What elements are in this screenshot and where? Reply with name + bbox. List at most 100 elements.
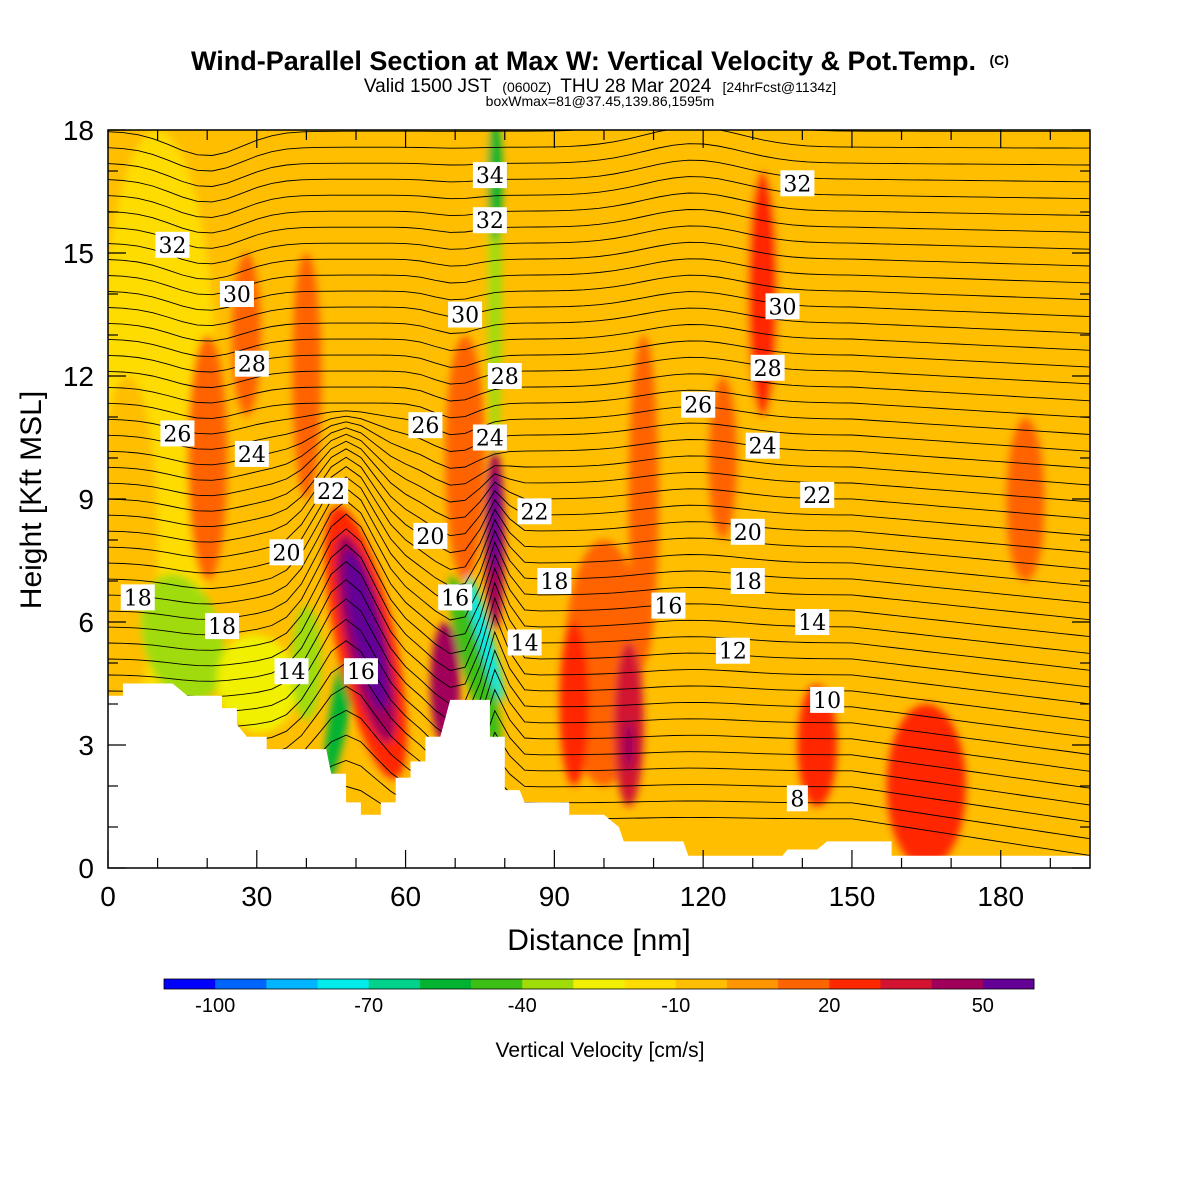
contour-label-box	[681, 391, 716, 418]
theta-contour-line	[108, 389, 1090, 419]
chart-title: Wind-Parallel Section at Max W: Vertical…	[191, 46, 1009, 76]
contour-label-box	[745, 432, 780, 459]
colorbar-swatch	[419, 979, 472, 989]
velocity-region	[291, 253, 322, 499]
theta-contour-line	[108, 456, 1090, 554]
velocity-region	[797, 683, 838, 807]
contour-label: 32	[780, 170, 815, 197]
theta-contour-line	[108, 291, 1090, 327]
colorbar-swatch	[266, 979, 319, 989]
contour-label: 16	[438, 584, 473, 611]
contour-label-text: 16	[347, 660, 375, 685]
y-tick-label: 18	[63, 115, 94, 146]
contour-label: 14	[507, 629, 542, 657]
contour-label: 14	[795, 609, 830, 636]
x-tick-labels: 0 30 60 90 120 150 180	[100, 881, 1024, 912]
velocity-region	[628, 335, 659, 663]
theta-contour-line	[108, 225, 1090, 265]
axis-ticks	[107, 129, 1090, 869]
theta-contour-line	[108, 176, 1090, 218]
contour-label-box	[155, 231, 190, 258]
theta-contour-line	[108, 421, 1090, 469]
contour-label: 12	[715, 637, 750, 665]
velocity-region	[231, 253, 262, 417]
theta-contour-line	[108, 513, 1090, 638]
contour-label-box	[438, 584, 473, 611]
contour-label-text: 28	[238, 353, 266, 378]
theta-contour-line	[108, 598, 1090, 722]
contour-label-text: 24	[238, 443, 266, 468]
y-tick-label: 6	[78, 607, 94, 638]
contour-label: 18	[205, 613, 240, 640]
contour-label: 16	[651, 592, 686, 620]
contour-label-text: 28	[754, 357, 782, 382]
colorbar-swatch	[778, 979, 830, 989]
theta-contour-line	[108, 192, 1090, 234]
colorbar-swatch	[471, 979, 523, 989]
contour-label-text: 32	[476, 209, 504, 234]
y-tick-label: 0	[78, 853, 94, 884]
contour-label: 22	[517, 498, 552, 525]
velocity-region	[559, 622, 590, 786]
theta-contour-line	[108, 356, 1090, 388]
contour-label: 26	[408, 412, 443, 439]
contour-label: 28	[750, 354, 785, 382]
colorbar-swatch	[215, 979, 267, 989]
colorbar-tick-label: -40	[508, 995, 537, 1017]
theta-contour-line	[108, 130, 1090, 156]
velocity-region	[187, 335, 228, 581]
theta-contour-line	[108, 415, 1090, 452]
x-tick-label: 30	[241, 881, 272, 912]
contour-label: 22	[800, 481, 835, 509]
contour-label-box	[715, 637, 750, 664]
contour-label: 16	[343, 658, 378, 685]
theta-contour-line	[108, 448, 1090, 537]
contour-label-text: 32	[158, 234, 186, 259]
contour-label: 30	[448, 301, 483, 329]
contour-label: 20	[269, 539, 304, 566]
theta-contour-line	[108, 433, 1090, 503]
contour-label: 30	[219, 281, 254, 308]
colorbar-tick-label: -70	[354, 995, 383, 1017]
subtitle-date: THU 28 Mar 2024	[560, 76, 711, 97]
x-tick-label: 90	[539, 881, 570, 912]
x-tick-label: 180	[977, 881, 1024, 912]
chart-subtitle-box-wmax: boxWmax=81@37.45,139.86,1595m	[486, 93, 715, 109]
contour-label-text: 14	[798, 611, 826, 636]
contour-label: 28	[487, 363, 522, 390]
contour-label-box	[269, 539, 304, 566]
contour-label-text: 26	[411, 414, 439, 439]
theta-contour-line	[108, 440, 1090, 520]
theta-contour-line	[108, 487, 1090, 604]
contour-label-text: 20	[734, 521, 762, 546]
theta-contour-line	[108, 662, 1090, 773]
theta-contour-line	[108, 500, 1090, 621]
colorbar-swatch	[829, 979, 881, 989]
velocity-region	[1005, 417, 1046, 581]
theta-contour-line	[108, 130, 1090, 172]
terrain-mask	[108, 683, 1090, 868]
colorbar-swatch	[931, 979, 984, 989]
colorbar-swatch	[880, 979, 933, 989]
contour-label: 18	[537, 568, 572, 595]
contour-label-text: 30	[769, 295, 797, 320]
contour-label-box	[765, 293, 800, 320]
contour-label-text: 30	[451, 304, 479, 329]
contour-label-box	[517, 498, 552, 525]
x-tick-label: 120	[680, 881, 727, 912]
contour-label: 24	[234, 440, 269, 468]
velocity-region	[966, 130, 1086, 540]
contour-label-box	[343, 658, 378, 685]
y-tick-label: 12	[63, 361, 94, 392]
contour-label: 28	[234, 350, 269, 378]
theta-contour-line	[108, 561, 1090, 688]
contour-label: 26	[160, 420, 195, 447]
contour-label-box	[413, 522, 448, 549]
theta-contour-line	[108, 618, 1090, 739]
velocity-region	[539, 130, 619, 540]
contour-label: 32	[472, 207, 507, 234]
contour-label-text: 34	[476, 164, 504, 189]
contour-label: 24	[472, 424, 507, 452]
colorbar-frame	[163, 978, 1035, 990]
